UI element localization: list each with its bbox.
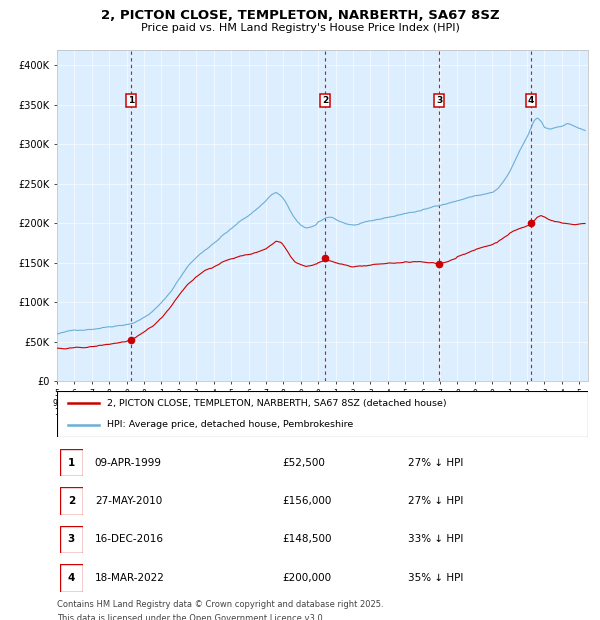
Text: HPI: Average price, detached house, Pembrokeshire: HPI: Average price, detached house, Pemb…: [107, 420, 353, 429]
FancyBboxPatch shape: [60, 564, 83, 591]
Text: 3: 3: [68, 534, 75, 544]
Text: £156,000: £156,000: [282, 496, 331, 506]
Text: 27% ↓ HPI: 27% ↓ HPI: [408, 458, 463, 467]
Text: 27-MAY-2010: 27-MAY-2010: [95, 496, 162, 506]
Text: Price paid vs. HM Land Registry's House Price Index (HPI): Price paid vs. HM Land Registry's House …: [140, 23, 460, 33]
FancyBboxPatch shape: [60, 526, 83, 553]
Text: 18-MAR-2022: 18-MAR-2022: [95, 573, 164, 583]
Text: 27% ↓ HPI: 27% ↓ HPI: [408, 496, 463, 506]
Text: 16-DEC-2016: 16-DEC-2016: [95, 534, 164, 544]
Text: £200,000: £200,000: [282, 573, 331, 583]
Text: 4: 4: [68, 573, 75, 583]
FancyBboxPatch shape: [57, 391, 588, 437]
Text: This data is licensed under the Open Government Licence v3.0.: This data is licensed under the Open Gov…: [57, 614, 325, 620]
Text: 2: 2: [322, 97, 328, 105]
Text: 2, PICTON CLOSE, TEMPLETON, NARBERTH, SA67 8SZ: 2, PICTON CLOSE, TEMPLETON, NARBERTH, SA…: [101, 9, 499, 22]
Text: 33% ↓ HPI: 33% ↓ HPI: [408, 534, 463, 544]
Text: 2, PICTON CLOSE, TEMPLETON, NARBERTH, SA67 8SZ (detached house): 2, PICTON CLOSE, TEMPLETON, NARBERTH, SA…: [107, 399, 447, 408]
Text: Contains HM Land Registry data © Crown copyright and database right 2025.: Contains HM Land Registry data © Crown c…: [57, 600, 383, 609]
Text: 35% ↓ HPI: 35% ↓ HPI: [408, 573, 463, 583]
FancyBboxPatch shape: [60, 449, 83, 476]
FancyBboxPatch shape: [60, 487, 83, 515]
Text: 09-APR-1999: 09-APR-1999: [95, 458, 162, 467]
Text: £52,500: £52,500: [282, 458, 325, 467]
Text: 1: 1: [68, 458, 75, 467]
Text: £148,500: £148,500: [282, 534, 331, 544]
Text: 3: 3: [436, 97, 442, 105]
Text: 1: 1: [128, 97, 134, 105]
Text: 2: 2: [68, 496, 75, 506]
Text: 4: 4: [527, 97, 534, 105]
